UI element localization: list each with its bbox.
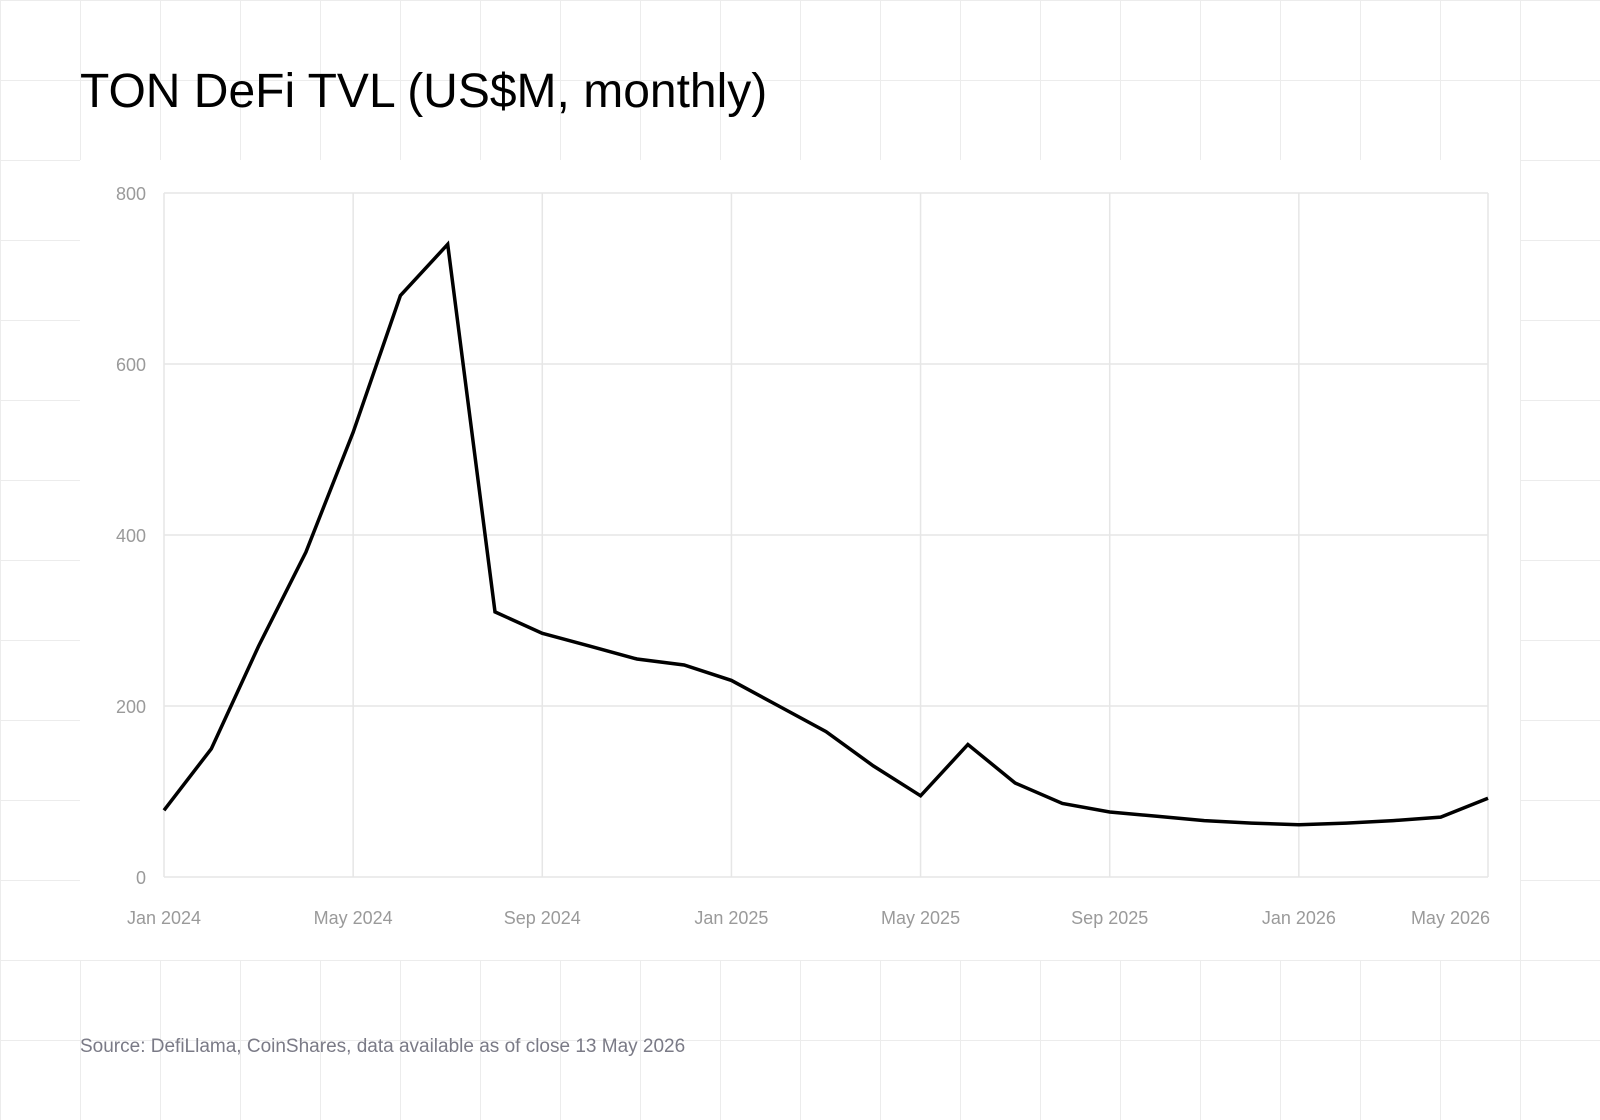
data-point (1391, 819, 1395, 823)
y-tick-label: 0 (136, 868, 146, 888)
y-tick-label: 800 (116, 184, 146, 204)
data-point (777, 704, 781, 708)
data-point (1013, 781, 1017, 785)
data-point (729, 678, 733, 682)
data-point (1202, 819, 1206, 823)
data-point (1297, 823, 1301, 827)
line-chart: 0 200 400 600 800 Jan 2024 May 2024 Sep 2024 Jan… (116, 184, 1490, 928)
x-tick-label: Sep 2025 (1071, 908, 1148, 928)
series-line (162, 240, 1489, 827)
data-point (871, 764, 875, 768)
data-point (1155, 814, 1159, 818)
data-point (446, 242, 450, 246)
page-title: TON DeFi TVL (US$M, monthly) (80, 65, 768, 118)
y-tick-label: 200 (116, 697, 146, 717)
data-point (682, 663, 686, 667)
x-tick-label: May 2026 (1411, 908, 1490, 928)
data-point (1108, 810, 1112, 814)
x-tick-label: May 2025 (881, 908, 960, 928)
x-tick-label: Jan 2025 (694, 908, 768, 928)
x-tick-label: May 2024 (314, 908, 393, 928)
data-point (493, 610, 497, 614)
data-point (304, 550, 308, 554)
data-point (635, 657, 639, 661)
data-point (1439, 815, 1443, 819)
data-point (540, 631, 544, 635)
data-point (209, 747, 213, 751)
x-tick-label: Jan 2024 (127, 908, 201, 928)
chart-panel: 0 200 400 600 800 Jan 2024 May 2024 Sep 2024 Jan… (80, 160, 1520, 960)
x-tick-label: Jan 2026 (1262, 908, 1336, 928)
data-point (919, 794, 923, 798)
data-point (257, 644, 261, 648)
source-note: Source: DefiLlama, CoinShares, data avai… (80, 1036, 686, 1057)
x-tick-label: Sep 2024 (504, 908, 581, 928)
data-point (1344, 821, 1348, 825)
data-point (824, 730, 828, 734)
y-tick-label: 600 (116, 355, 146, 375)
data-point (1250, 821, 1254, 825)
data-point (351, 430, 355, 434)
data-point (588, 644, 592, 648)
data-point (1060, 802, 1064, 806)
y-tick-label: 400 (116, 526, 146, 546)
data-point (1486, 796, 1490, 800)
data-point (398, 294, 402, 298)
data-point (162, 808, 166, 812)
data-point (966, 743, 970, 747)
